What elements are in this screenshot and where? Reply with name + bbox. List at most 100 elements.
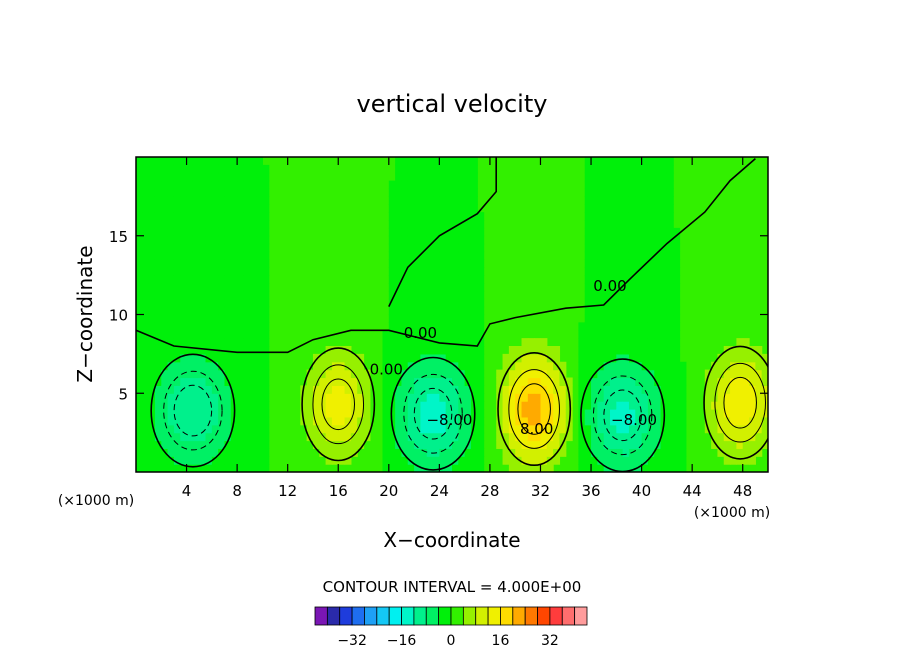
field-cell	[704, 393, 712, 402]
field-cell	[218, 464, 226, 472]
field-cell	[622, 338, 630, 347]
field-cell	[388, 361, 396, 371]
field-cell	[433, 393, 440, 402]
field-cell	[470, 393, 478, 402]
field-cell	[527, 369, 535, 379]
field-cell	[641, 164, 649, 174]
field-cell	[610, 346, 617, 355]
field-cell	[230, 212, 238, 221]
field-cell	[673, 314, 681, 323]
field-cell	[464, 172, 472, 182]
field-cell	[647, 393, 655, 402]
field-cell	[445, 416, 453, 426]
field-cell	[211, 180, 219, 190]
field-cell	[199, 227, 207, 237]
field-cell	[262, 235, 270, 245]
field-cell	[464, 267, 472, 276]
field-cell	[401, 220, 409, 229]
field-cell	[654, 448, 662, 457]
field-cell	[496, 401, 504, 410]
field-cell	[237, 416, 245, 426]
field-cell	[673, 259, 681, 268]
field-cell	[199, 393, 207, 402]
field-cell	[464, 464, 472, 472]
field-cell	[414, 251, 421, 260]
field-cell	[243, 440, 251, 449]
field-cell	[414, 220, 421, 229]
field-cell	[464, 346, 472, 355]
field-cell	[452, 283, 459, 292]
field-cell	[350, 361, 358, 371]
field-cell	[628, 235, 636, 245]
field-cell	[230, 267, 238, 276]
field-cell	[647, 290, 655, 300]
field-cell	[584, 259, 592, 268]
field-cell	[540, 409, 548, 418]
field-cell	[224, 251, 232, 260]
field-cell	[591, 275, 598, 284]
field-cell	[401, 346, 409, 355]
field-cell	[148, 464, 156, 472]
field-cell	[256, 346, 263, 355]
field-cell	[616, 267, 624, 276]
field-cell	[325, 353, 333, 363]
field-cell	[616, 157, 624, 166]
field-cell	[439, 306, 447, 316]
downdraft-contour	[163, 370, 223, 451]
field-cell	[723, 409, 731, 418]
field-cell	[205, 314, 213, 323]
field-cell	[420, 338, 428, 347]
colorbar-tick-label: −32	[337, 633, 367, 649]
field-cell	[628, 267, 636, 276]
field-cell	[591, 314, 598, 323]
field-cell	[464, 227, 472, 237]
field-cell	[597, 283, 605, 292]
field-cell	[439, 267, 447, 276]
field-cell	[148, 369, 156, 379]
field-cell	[230, 306, 238, 316]
field-cell	[401, 385, 409, 394]
field-cell	[470, 440, 478, 449]
field-cell	[622, 172, 630, 182]
field-cell	[401, 298, 409, 308]
field-cell	[161, 243, 169, 253]
field-cell	[230, 432, 238, 442]
field-cell	[218, 172, 226, 182]
field-cell	[414, 275, 421, 284]
field-cell	[654, 227, 662, 237]
field-cell	[458, 220, 466, 229]
field-cell	[218, 180, 226, 190]
field-cell	[148, 212, 156, 221]
field-cell	[477, 377, 485, 386]
colorbar-tick-label: 32	[541, 633, 559, 649]
field-cell	[553, 369, 561, 379]
field-cell	[401, 424, 409, 434]
field-cell	[414, 361, 421, 371]
field-cell	[470, 227, 478, 237]
field-cell	[458, 243, 466, 253]
field-cell	[420, 306, 428, 316]
field-cell	[711, 409, 719, 418]
field-cell	[249, 306, 257, 316]
field-cell	[445, 204, 453, 213]
field-cell	[426, 448, 434, 457]
field-cell	[167, 188, 175, 197]
downdraft-contour	[173, 384, 213, 437]
field-cell	[180, 322, 188, 331]
field-cell	[262, 346, 270, 355]
field-cell	[426, 212, 434, 221]
field-cell	[218, 220, 226, 229]
field-cell	[591, 180, 598, 190]
field-cell	[173, 346, 181, 355]
field-cell	[445, 456, 453, 465]
field-cell	[420, 212, 428, 221]
field-cell	[237, 322, 245, 331]
field-cell	[540, 464, 548, 472]
field-cell	[167, 330, 175, 339]
field-cell	[452, 298, 459, 308]
field-cell	[173, 322, 181, 331]
field-cell	[395, 369, 403, 379]
field-cell	[173, 338, 181, 347]
field-cell	[673, 298, 681, 308]
field-cell	[249, 346, 257, 355]
